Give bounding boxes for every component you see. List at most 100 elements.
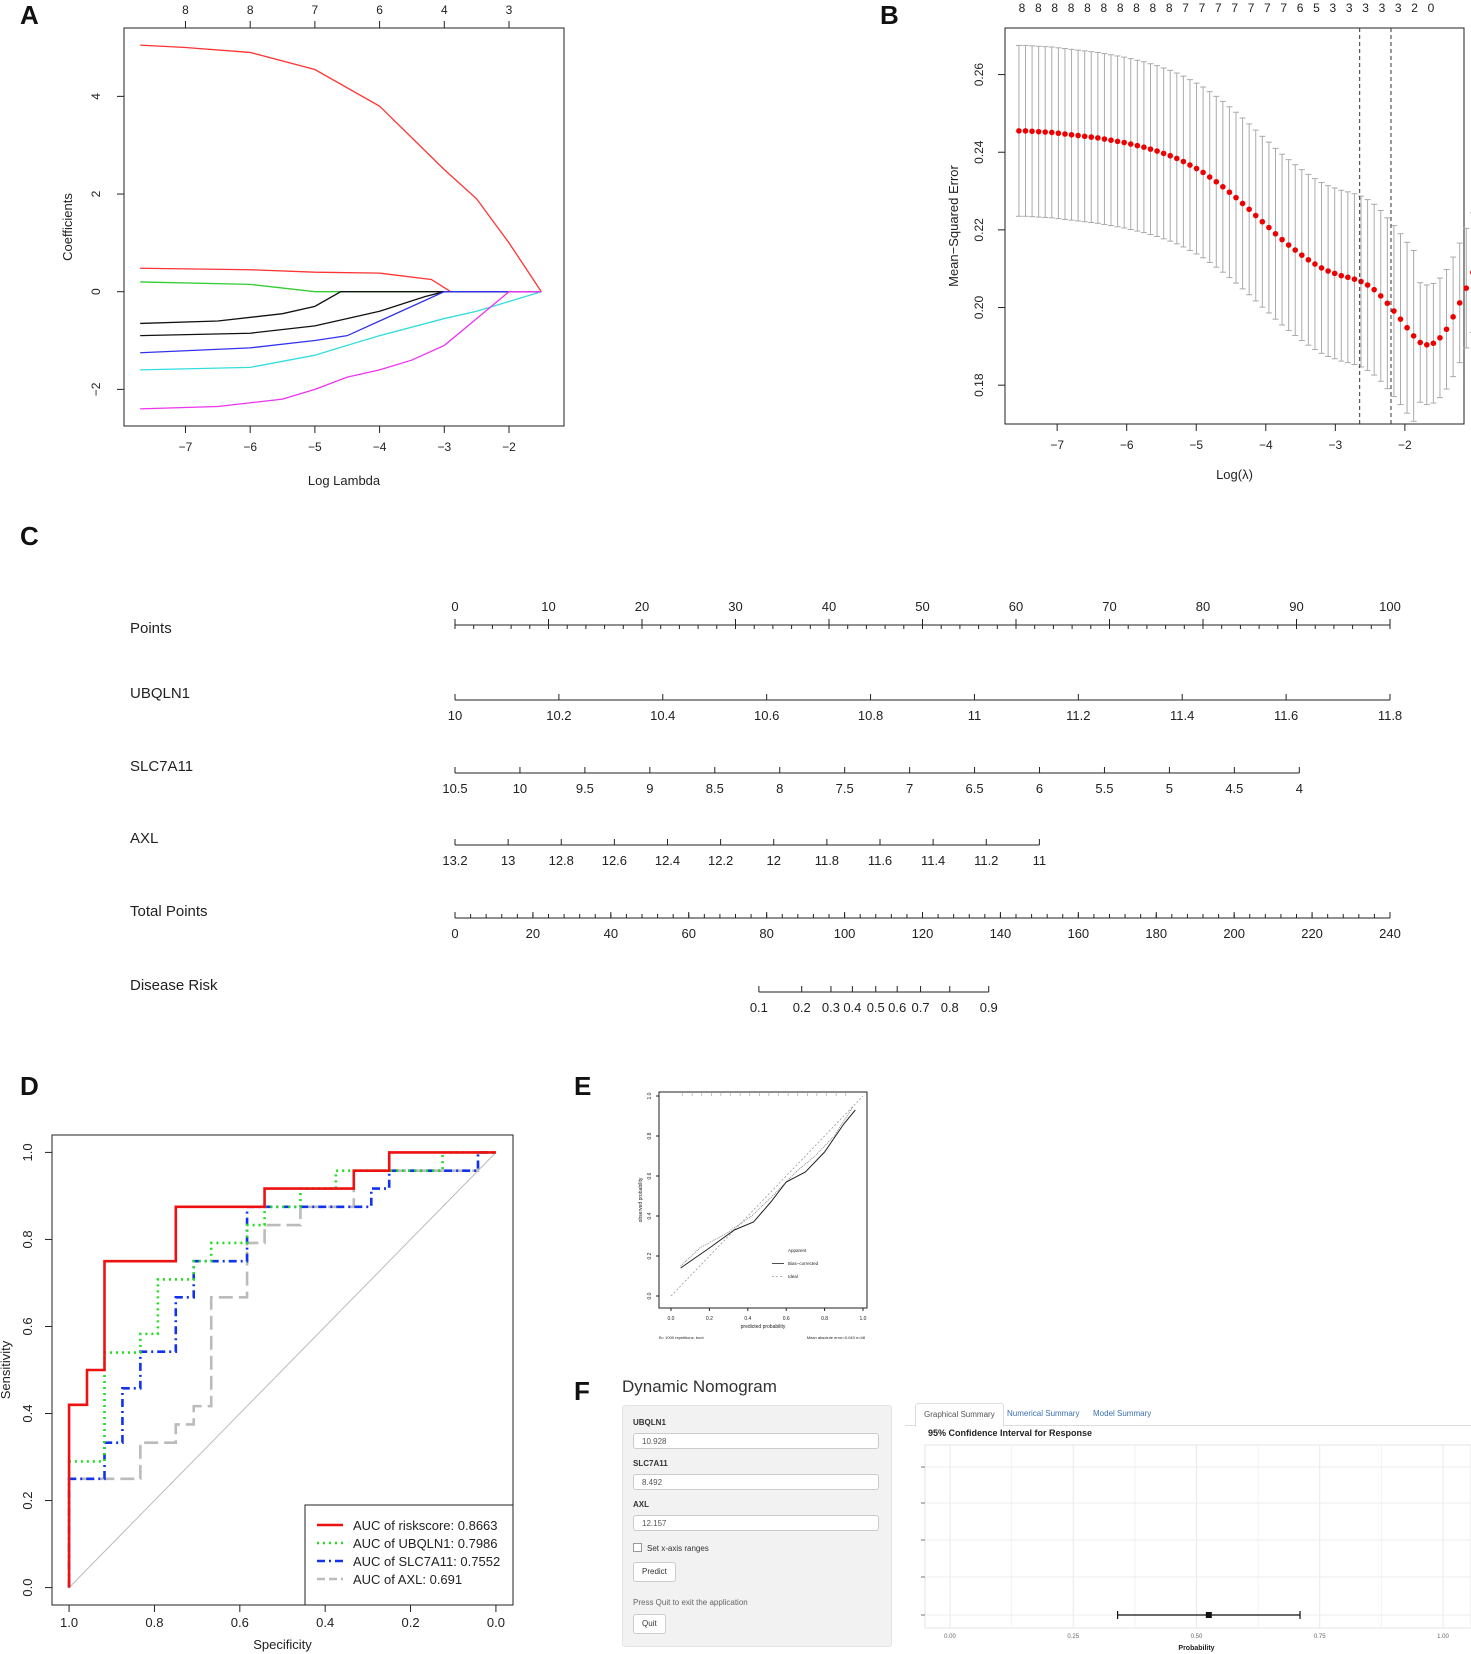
a-x-tick-label: −2 bbox=[502, 440, 516, 454]
c-tick-label: 80 bbox=[759, 926, 773, 941]
b-top-count: 8 bbox=[1019, 1, 1026, 15]
b-mse-point bbox=[1259, 218, 1266, 225]
c-tick-label: 0.5 bbox=[867, 1000, 885, 1015]
b-mse-point bbox=[1239, 200, 1246, 207]
d-x-tick-label: 0.0 bbox=[487, 1615, 505, 1630]
ubqln1-label: UBQLN1 bbox=[633, 1418, 666, 1427]
c-tick-label: 100 bbox=[1379, 599, 1401, 614]
e-footer-right: Mean absolute error=0.043 n=48 bbox=[807, 1335, 866, 1340]
b-mse-point bbox=[1312, 261, 1318, 267]
d-x-tick-label: 0.2 bbox=[402, 1615, 420, 1630]
b-top-count: 8 bbox=[1100, 1, 1107, 15]
a-x-tick-label: −4 bbox=[373, 440, 387, 454]
b-y-tick-label: 0.18 bbox=[972, 373, 986, 397]
ubqln1-input[interactable]: 10.928 bbox=[633, 1433, 879, 1449]
a-y-tick-label: 2 bbox=[89, 190, 103, 197]
d-x-axis-label: Specificity bbox=[253, 1637, 312, 1652]
b-mse-point bbox=[1101, 136, 1108, 142]
quit-button[interactable]: Quit bbox=[633, 1614, 666, 1634]
b-mse-point bbox=[1331, 270, 1338, 277]
tab-model-summary[interactable]: Model Summary bbox=[1093, 1409, 1152, 1418]
d-y-tick-label: 0.0 bbox=[20, 1579, 35, 1597]
c-tick-label: 30 bbox=[728, 599, 742, 614]
a-coef-path-red-small bbox=[140, 267, 542, 293]
c-tick-label: 10.8 bbox=[858, 708, 883, 723]
b-mse-point bbox=[1062, 131, 1068, 137]
b-mse-point bbox=[1437, 335, 1443, 341]
c-tick-label: 0.8 bbox=[941, 1000, 959, 1015]
ci-chart-title: 95% Confidence Interval for Response bbox=[928, 1428, 1093, 1438]
b-mse-point bbox=[1338, 272, 1345, 279]
b-x-tick-label: −3 bbox=[1328, 438, 1342, 452]
d-legend-label: AUC of UBQLN1: 0.7986 bbox=[353, 1536, 498, 1551]
b-top-count: 3 bbox=[1329, 1, 1336, 15]
b-mse-point bbox=[1016, 128, 1022, 134]
tab-graphical-summary[interactable]: Graphical Summary bbox=[915, 1403, 1004, 1427]
c-tick-label: 10.6 bbox=[754, 708, 779, 723]
a-top-tick-label: 8 bbox=[182, 3, 189, 17]
c-tick-label: 11.6 bbox=[868, 853, 892, 868]
c-tick-label: 70 bbox=[1102, 599, 1116, 614]
b-mse-point bbox=[1410, 333, 1417, 339]
b-plot-frame bbox=[1004, 27, 1465, 425]
b-top-count: 8 bbox=[1068, 1, 1075, 15]
e-legend-label: Bias−corrected bbox=[788, 1261, 819, 1266]
b-mse-point bbox=[1443, 326, 1450, 333]
c-tick-label: 8.5 bbox=[706, 781, 724, 796]
tab-numerical-summary[interactable]: Numerical Summary bbox=[1007, 1409, 1080, 1418]
b-mse-point bbox=[1180, 158, 1187, 165]
b-top-count: 7 bbox=[1248, 1, 1255, 15]
x-axis-range-checkbox[interactable]: Set x-axis ranges bbox=[633, 1543, 709, 1553]
b-mse-point bbox=[1193, 165, 1200, 172]
axl-input[interactable]: 12.157 bbox=[633, 1515, 879, 1531]
d-x-tick-label: 0.6 bbox=[231, 1615, 249, 1630]
d-legend-label: AUC of AXL: 0.691 bbox=[353, 1572, 462, 1587]
b-mse-point bbox=[1167, 152, 1174, 159]
a-y-tick-label: 4 bbox=[89, 93, 103, 100]
predict-button[interactable]: Predict bbox=[633, 1562, 676, 1582]
e-apparent-line bbox=[680, 1105, 854, 1267]
c-tick-label: 5.5 bbox=[1095, 781, 1113, 796]
d-legend-label: AUC of SLC7A11: 0.7552 bbox=[353, 1554, 500, 1569]
b-top-count: 7 bbox=[1182, 1, 1189, 15]
b-mse-point bbox=[1305, 256, 1312, 263]
b-mse-point bbox=[1154, 148, 1160, 154]
panel-letter-f: F bbox=[574, 1376, 590, 1406]
b-mse-point bbox=[1213, 178, 1220, 185]
b-x-axis-label: Log(λ) bbox=[1216, 467, 1253, 482]
b-mse-point bbox=[1121, 139, 1127, 146]
a-coef-path-green bbox=[140, 281, 542, 293]
e-x-tick-label: 0.0 bbox=[668, 1316, 675, 1322]
axl-label: AXL bbox=[633, 1500, 649, 1509]
b-top-count: 5 bbox=[1313, 1, 1320, 15]
c-tick-label: 200 bbox=[1223, 926, 1245, 941]
b-y-tick-label: 0.26 bbox=[972, 63, 986, 87]
c-row-label-disease-risk: Disease Risk bbox=[130, 977, 218, 994]
b-mse-point bbox=[1325, 268, 1331, 274]
c-tick-label: 7 bbox=[906, 781, 913, 796]
b-top-count: 8 bbox=[1084, 1, 1091, 15]
c-tick-label: 8 bbox=[776, 781, 783, 796]
b-mse-point bbox=[1463, 285, 1470, 291]
checkbox-box[interactable] bbox=[633, 1543, 642, 1552]
b-mse-point bbox=[1081, 133, 1088, 140]
a-x-tick-label: −3 bbox=[437, 440, 451, 454]
slc7a11-input[interactable]: 8.492 bbox=[633, 1474, 879, 1490]
e-y-tick-label: 0.4 bbox=[647, 1212, 653, 1219]
c-row-label-ubqln1: UBQLN1 bbox=[130, 685, 190, 702]
a-coef-path-black-2 bbox=[140, 291, 542, 337]
b-mse-point bbox=[1404, 324, 1410, 331]
b-y-tick-label: 0.20 bbox=[972, 296, 986, 320]
d-roc-curve-riskscore bbox=[67, 1151, 496, 1588]
x-axis-range-label: Set x-axis ranges bbox=[647, 1544, 709, 1553]
b-mse-point bbox=[1345, 274, 1351, 281]
c-tick-label: 240 bbox=[1379, 926, 1401, 941]
b-mse-point bbox=[1141, 144, 1147, 150]
c-tick-label: 11.4 bbox=[921, 853, 945, 868]
c-tick-label: 4 bbox=[1296, 781, 1303, 796]
c-tick-label: 20 bbox=[526, 926, 540, 941]
e-y-tick-label: 0.6 bbox=[647, 1172, 653, 1179]
b-mse-point bbox=[1417, 339, 1424, 346]
b-mse-point bbox=[1160, 150, 1167, 157]
c-row-label-axl: AXL bbox=[130, 830, 158, 847]
